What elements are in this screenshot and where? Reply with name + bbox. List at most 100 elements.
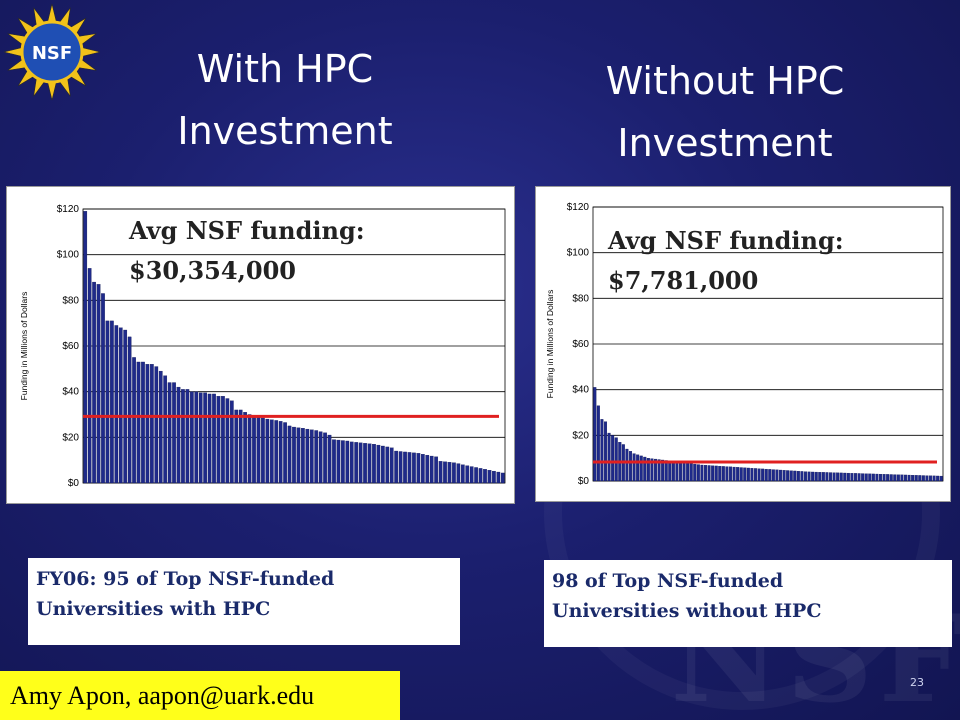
bar	[212, 393, 216, 484]
bar	[939, 475, 943, 482]
bar	[265, 418, 270, 484]
bar	[725, 466, 729, 482]
bar	[345, 440, 350, 484]
bar	[886, 474, 890, 482]
bar	[932, 475, 936, 482]
bar	[711, 465, 715, 482]
bar	[596, 405, 600, 482]
bar	[172, 382, 176, 484]
bar	[412, 452, 416, 484]
bar	[907, 474, 911, 482]
bar	[607, 432, 611, 482]
bar	[721, 466, 725, 482]
bar	[650, 458, 654, 482]
bar	[114, 325, 119, 484]
chart-without-hpc-svg: $0 $20 $40 $60 $80 $100 $120 Funding in Million…	[545, 202, 944, 487]
bar	[376, 444, 381, 484]
bar	[786, 470, 790, 482]
bar	[83, 211, 88, 484]
bar	[843, 472, 847, 482]
bar	[689, 463, 693, 482]
bar	[682, 462, 686, 482]
bar	[803, 471, 808, 482]
bar	[625, 448, 629, 482]
presenter-footer: Amy Apon, aapon@uark.edu	[0, 671, 400, 720]
bar	[92, 281, 96, 484]
bar	[274, 420, 279, 484]
bar	[732, 466, 736, 482]
bar	[832, 472, 836, 482]
bar	[836, 472, 840, 482]
bar	[332, 439, 336, 484]
avg-label-left-value: $30,354,000	[129, 256, 297, 285]
bar	[247, 414, 252, 484]
caption-without-hpc: 98 of Top NSF-funded Universities withou…	[544, 560, 952, 647]
bar	[456, 463, 461, 484]
chart-without-hpc: $0 $20 $40 $60 $80 $100 $120 Funding in Million…	[535, 186, 951, 502]
bar	[407, 452, 412, 484]
bar	[611, 435, 615, 482]
bar	[229, 400, 234, 484]
bar	[398, 451, 403, 484]
caption-right-line2: Universities without HPC	[552, 600, 822, 622]
y-tick-label: $20	[62, 432, 79, 443]
bar	[443, 461, 447, 484]
y-tick-label: $60	[62, 341, 79, 352]
bar	[141, 361, 145, 484]
bar	[700, 464, 704, 482]
bar	[425, 454, 430, 484]
bar	[221, 396, 225, 484]
bar	[828, 472, 833, 482]
bar	[385, 446, 390, 484]
bar	[216, 396, 221, 484]
title-with-hpc: With HPC Investment	[160, 38, 410, 162]
bar	[465, 465, 470, 484]
bar	[900, 474, 904, 482]
bar	[367, 443, 372, 484]
bar	[903, 474, 908, 482]
bar	[167, 382, 172, 484]
bar	[185, 389, 190, 484]
bar	[438, 461, 443, 484]
bar	[101, 293, 105, 484]
bar	[154, 366, 159, 484]
y-tick-label: $40	[572, 385, 589, 396]
bar	[632, 453, 636, 482]
bar	[349, 441, 354, 484]
bar	[420, 454, 425, 484]
chart-with-hpc-svg: $0 $20 $40 $60 $80 $100 $120 Funding in Million…	[19, 204, 506, 489]
bar	[318, 431, 323, 484]
nsf-logo: NSF	[3, 3, 101, 101]
bar	[158, 370, 163, 484]
bar	[628, 451, 633, 482]
title-right-line1: Without HPC	[605, 59, 845, 103]
bar	[283, 422, 287, 484]
bar	[664, 460, 668, 482]
bar	[301, 428, 305, 484]
bar	[671, 461, 675, 482]
bar	[800, 471, 804, 482]
bar	[868, 473, 872, 482]
bar	[469, 466, 474, 484]
bar	[416, 453, 421, 484]
bar	[600, 419, 604, 482]
bar	[358, 442, 363, 484]
bar	[928, 475, 933, 482]
bar	[821, 472, 825, 482]
bar	[452, 462, 456, 484]
bar	[936, 475, 940, 482]
bar	[110, 320, 114, 484]
bar	[96, 284, 101, 484]
bar	[127, 336, 132, 484]
bar	[661, 459, 665, 482]
bar	[846, 472, 850, 482]
bar	[757, 468, 761, 482]
bar	[447, 462, 452, 484]
bar	[287, 425, 292, 484]
y-tick-label: $100	[567, 248, 590, 259]
title-left-line2: Investment	[177, 109, 393, 153]
bar	[921, 475, 925, 482]
bar	[871, 473, 875, 482]
bar	[478, 468, 483, 484]
bar	[194, 391, 199, 484]
